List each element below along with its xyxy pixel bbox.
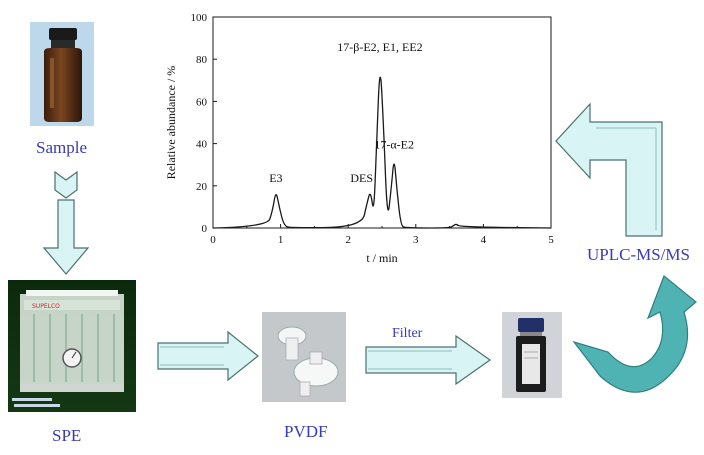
right-arrow-icon — [157, 330, 259, 382]
chromatogram-chart: 0 1 2 3 4 5 0 20 40 60 80 100 E3 DES 17-β-E2, E1, EE2… — [164, 12, 554, 265]
curved-arrow-icon — [572, 275, 697, 393]
pvdf-label: PVDF — [284, 422, 328, 441]
x-tick-label: 2 — [345, 234, 351, 246]
y-tick-label: 100 — [191, 12, 208, 24]
vial-image — [502, 312, 562, 398]
x-tick-label: 5 — [548, 234, 554, 246]
svg-text:SUPELCO: SUPELCO — [32, 303, 60, 310]
x-tick-label: 4 — [481, 234, 487, 246]
filter-arrow-icon — [365, 334, 492, 386]
peak-label: E3 — [269, 171, 282, 185]
x-tick-label: 3 — [413, 234, 419, 246]
x-tick-label: 1 — [278, 234, 284, 246]
x-tick-label: 0 — [210, 234, 216, 246]
y-tick-label: 20 — [196, 181, 208, 193]
uplc-ms-label: UPLC-MS/MS — [587, 245, 690, 264]
spe-label: SPE — [52, 426, 82, 445]
chromatogram-series-line — [212, 76, 552, 229]
chart-x-axis-label: t / min — [366, 251, 397, 265]
sample-bottle-image — [30, 22, 94, 126]
y-tick-label: 0 — [202, 223, 208, 235]
chart-peak-labels: E3 DES 17-β-E2, E1, EE2 17-α-E2 — [269, 40, 422, 185]
filter-label: Filter — [392, 326, 423, 341]
pvdf-filter-image — [262, 312, 346, 402]
peak-label: 17-β-E2, E1, EE2 — [337, 40, 422, 54]
y-tick-label: 40 — [196, 139, 208, 151]
down-arrow-icon — [42, 170, 90, 275]
y-tick-label: 80 — [196, 54, 208, 66]
y-tick-label: 60 — [196, 96, 208, 108]
chart-tick-labels: 0 1 2 3 4 5 0 20 40 60 80 100 — [191, 12, 555, 246]
elbow-arrow-icon — [555, 102, 663, 237]
sample-label: Sample — [36, 138, 87, 157]
chart-y-axis-label: Relative abundance / % — [164, 66, 178, 180]
spe-manifold-image: SUPELCO — [8, 280, 136, 412]
peak-label: DES — [350, 171, 373, 185]
peak-label: 17-α-E2 — [374, 137, 414, 151]
